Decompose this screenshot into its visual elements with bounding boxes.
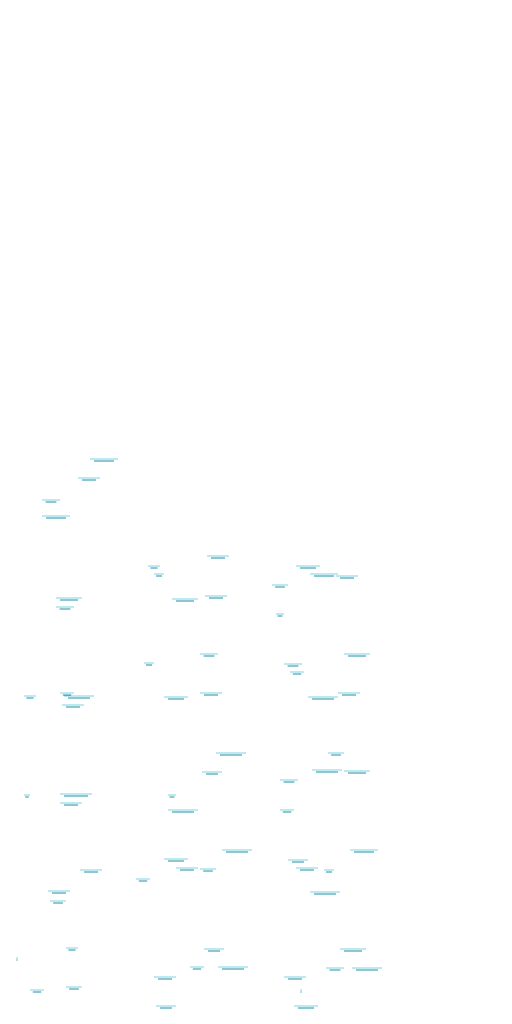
dash-mark: [204, 948, 224, 952]
dash-mark: [276, 613, 284, 617]
dash-mark: [154, 976, 176, 980]
dash-mark: [200, 868, 216, 872]
dash-mark: [30, 989, 44, 993]
dash-mark: [80, 869, 102, 873]
dash-mark: [60, 793, 92, 797]
dash-mark: [48, 890, 70, 894]
dash-mark: [144, 662, 154, 666]
dash-mark: [324, 869, 334, 873]
dash-mark: [66, 947, 78, 951]
dash-mark: [50, 900, 66, 904]
dash-mark: [352, 967, 382, 971]
dash-mark: [148, 565, 160, 569]
dash-mark: [164, 696, 188, 700]
dash-mark: [222, 849, 252, 853]
dash-mark: [338, 692, 360, 696]
dash-mark: [190, 966, 204, 970]
dash-mark: [42, 499, 60, 503]
dash-mark: [340, 948, 366, 952]
dash-mark: [200, 692, 222, 696]
dash-mark: [280, 809, 294, 813]
dash-mark: [207, 555, 229, 559]
dash-mark: [16, 957, 18, 961]
dash-mark: [62, 704, 84, 708]
dash-mark: [296, 867, 318, 871]
dash-mark: [310, 891, 340, 895]
dash-mark: [168, 809, 198, 813]
dash-mark: [344, 653, 370, 657]
dash-mark: [56, 597, 82, 601]
dash-mark: [164, 858, 188, 862]
dash-mark: [290, 671, 304, 675]
dash-mark: [294, 1005, 318, 1009]
dash-mark: [336, 575, 358, 579]
dash-mark: [272, 584, 288, 588]
dash-mark: [156, 1005, 176, 1009]
dash-mark: [66, 986, 82, 990]
dash-mark: [218, 966, 248, 970]
dash-mark: [310, 573, 338, 577]
dash-mark: [176, 867, 198, 871]
dash-mark: [308, 696, 338, 700]
dash-mark: [200, 653, 218, 657]
dash-mark: [300, 989, 302, 993]
dash-mark: [60, 802, 82, 806]
dash-mark: [136, 878, 150, 882]
dash-mark: [344, 770, 370, 774]
dash-mark: [296, 565, 320, 569]
dash-mark: [154, 573, 164, 577]
dash-mark: [205, 595, 227, 599]
dash-mark: [24, 794, 30, 798]
dash-mark: [64, 695, 94, 699]
dash-mark: [350, 849, 378, 853]
dash-mark: [280, 779, 298, 783]
dash-mark: [312, 769, 342, 773]
dash-mark: [24, 695, 36, 699]
dash-mark: [202, 771, 222, 775]
dash-mark: [288, 859, 308, 863]
dash-mark: [284, 976, 306, 980]
dash-mark: [42, 515, 70, 519]
dash-mark: [326, 967, 344, 971]
dash-mark: [56, 606, 74, 610]
dash-mark: [168, 794, 176, 798]
dash-mark: [78, 477, 100, 481]
dash-mark: [284, 663, 302, 667]
dash-mark: [216, 752, 246, 756]
dash-mark: [60, 692, 74, 696]
dash-mark: [328, 752, 344, 756]
dash-mark: [90, 458, 118, 462]
dash-mark: [172, 598, 198, 602]
